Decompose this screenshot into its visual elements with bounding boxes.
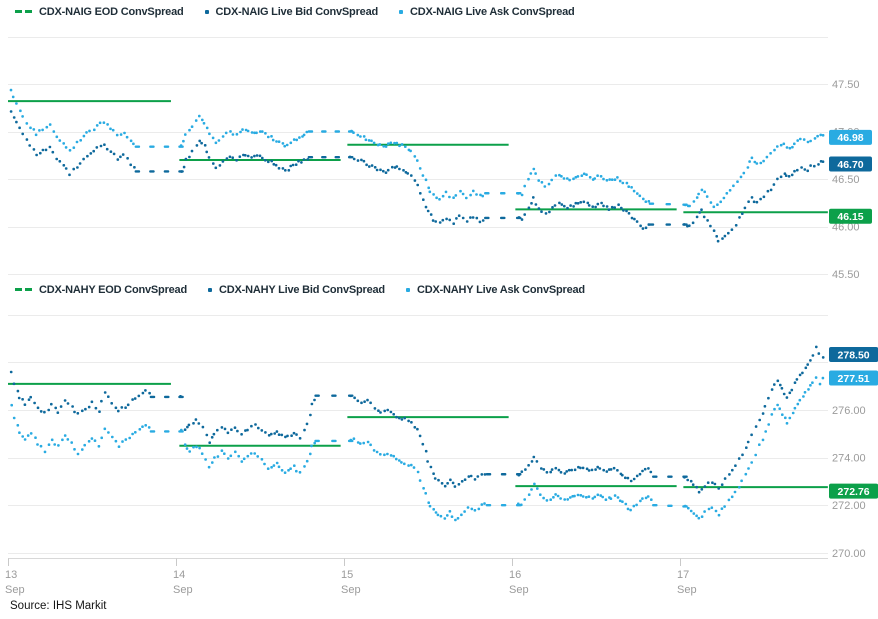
svg-text:270.00: 270.00: [832, 548, 866, 560]
x-axis: 13 Sep 14 Sep 15 Sep 16 Sep 17 Sep: [5, 558, 828, 596]
legend-item-nahy-bid[interactable]: CDX-NAHY Live Bid ConvSpread: [208, 284, 385, 296]
svg-text:45.50: 45.50: [832, 269, 860, 281]
bid-dot-marker-icon: [204, 9, 209, 14]
eod-dash-marker-icon: [15, 288, 32, 291]
svg-text:Sep: Sep: [341, 584, 361, 596]
svg-text:Sep: Sep: [509, 584, 529, 596]
legend-label-naig-ask: CDX-NAIG Live Ask ConvSpread: [410, 5, 575, 18]
legend-item-nahy-ask[interactable]: CDX-NAHY Live Ask ConvSpread: [405, 283, 585, 296]
svg-text:278.50: 278.50: [838, 349, 870, 361]
nahy-eod-series: [8, 382, 828, 489]
nahy-y-axis-labels: 276.00 274.00 272.00 270.00: [832, 405, 866, 560]
nahy-bid-series: [9, 345, 825, 494]
ask-dot-marker-icon: [399, 9, 404, 14]
svg-text:272.00: 272.00: [832, 500, 866, 512]
legend-label-nahy-ask: CDX-NAHY Live Ask ConvSpread: [416, 283, 585, 296]
svg-text:276.00: 276.00: [832, 405, 866, 417]
svg-text:46.50: 46.50: [832, 174, 860, 186]
svg-text:Sep: Sep: [173, 584, 193, 596]
eod-dash-marker-icon: [15, 10, 32, 13]
svg-text:Sep: Sep: [677, 584, 697, 596]
svg-text:Sep: Sep: [5, 584, 25, 596]
svg-text:13: 13: [5, 569, 17, 581]
naig-gridlines: [8, 37, 828, 275]
svg-text:272.76: 272.76: [838, 486, 870, 498]
legend-item-naig-ask[interactable]: CDX-NAIG Live Ask ConvSpread: [399, 6, 575, 18]
svg-text:46.15: 46.15: [837, 211, 863, 223]
naig-value-badges: 46.98 46.70 46.15: [829, 129, 872, 224]
legend-item-naig-bid[interactable]: CDX-NAIG Live Bid ConvSpread: [204, 5, 379, 18]
naig-eod-series: [8, 100, 828, 214]
svg-text:46.00: 46.00: [832, 222, 860, 234]
svg-text:17: 17: [677, 569, 689, 581]
legend-item-naig-eod[interactable]: CDX-NAIG EOD ConvSpread: [15, 6, 184, 18]
svg-text:274.00: 274.00: [832, 453, 866, 465]
naig-bid-series: [9, 110, 825, 243]
legend-label-naig-bid: CDX-NAIG Live Bid ConvSpread: [215, 5, 379, 18]
svg-text:16: 16: [509, 569, 521, 581]
naig-legend: CDX-NAIG EOD ConvSpread CDX-NAIG Live Bi…: [15, 4, 575, 19]
legend-label-naig-eod: CDX-NAIG EOD ConvSpread: [39, 5, 184, 18]
svg-text:47.50: 47.50: [832, 79, 860, 91]
legend-item-nahy-eod[interactable]: CDX-NAHY EOD ConvSpread: [15, 284, 187, 296]
bid-dot-marker-icon: [208, 287, 212, 292]
svg-text:14: 14: [173, 569, 185, 581]
nahy-ask-series: [10, 376, 825, 522]
source-attribution: Source: IHS Markit: [10, 600, 107, 612]
nahy-chart-canvas: 276.00 274.00 272.00 270.00 278.50 277.51 272.…: [5, 315, 878, 596]
ask-dot-marker-icon: [405, 287, 410, 292]
legend-label-nahy-bid: CDX-NAHY Live Bid ConvSpread: [219, 283, 385, 296]
naig-ask-series: [9, 88, 825, 209]
svg-text:277.51: 277.51: [838, 373, 870, 385]
nahy-legend: CDX-NAHY EOD ConvSpread CDX-NAHY Live Bi…: [15, 282, 585, 297]
nahy-gridlines: [8, 315, 828, 554]
nahy-value-badges: 278.50 277.51 272.76: [829, 347, 878, 499]
legend-label-nahy-eod: CDX-NAHY EOD ConvSpread: [39, 283, 187, 296]
svg-text:46.70: 46.70: [837, 159, 863, 171]
svg-text:46.98: 46.98: [837, 132, 863, 144]
svg-text:15: 15: [341, 569, 353, 581]
